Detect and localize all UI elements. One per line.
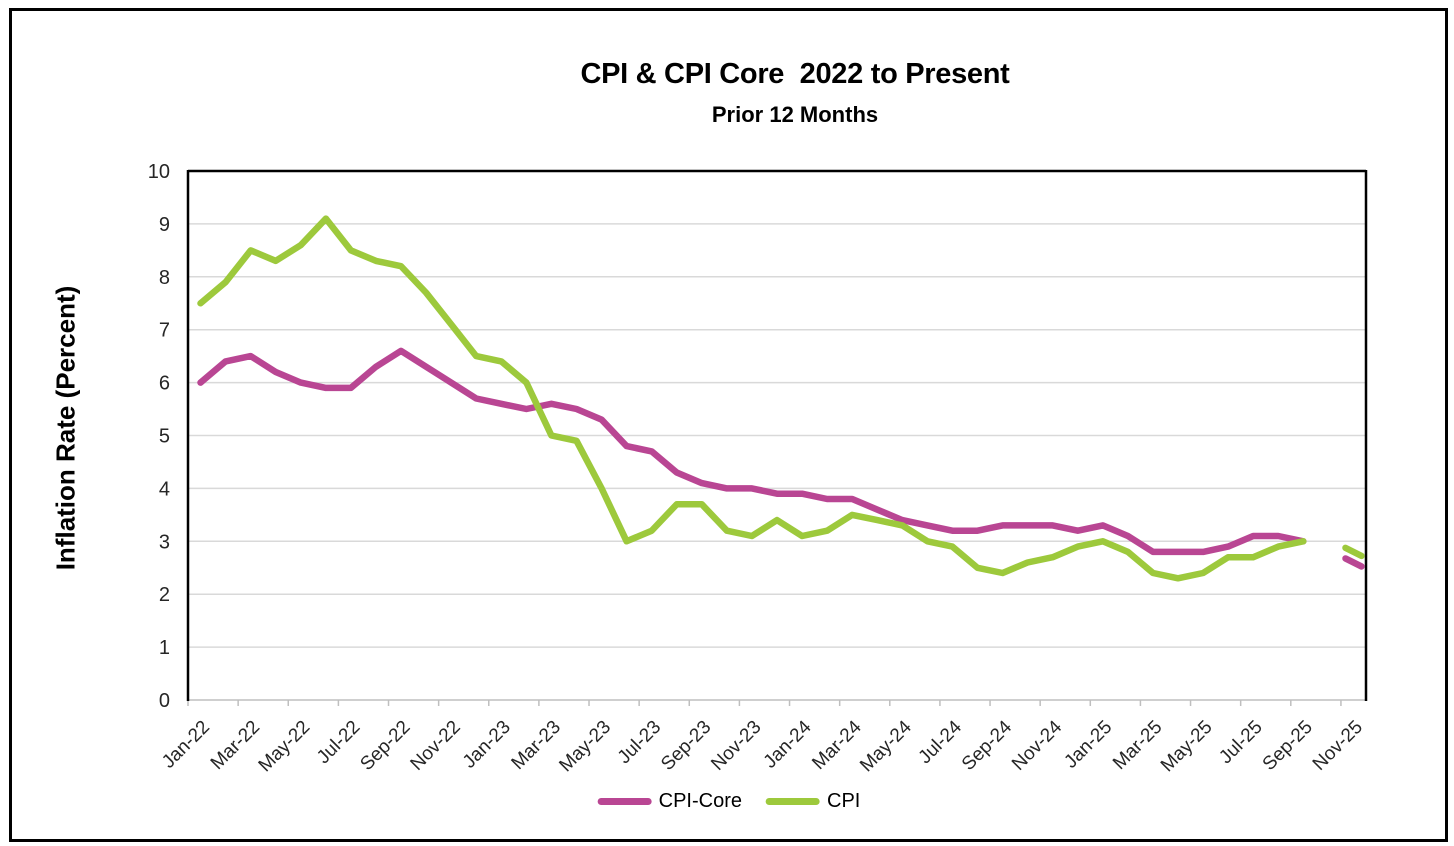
legend-item-cpi: CPI [766,790,860,813]
series-line-cpi [197,215,1307,582]
y-tick-label: 10 [148,161,170,183]
outer-border [9,8,1448,842]
x-tick-label: Mar-25 [1109,717,1166,774]
chart-title: CPI & CPI Core 2022 to Present [580,58,1010,90]
x-tick-label: May-24 [856,716,916,776]
x-tick-label: Jan-25 [1060,717,1116,773]
chart-subtitle: Prior 12 Months [711,102,879,127]
x-tick-label: Nov-24 [1008,716,1066,774]
y-tick-label: 3 [159,531,170,553]
x-tick-label: Nov-22 [407,717,465,775]
y-tick-label: 7 [159,320,170,342]
x-tick-label: May-23 [555,717,615,777]
y-tick-label: 5 [159,426,170,448]
x-tick-label: Jan-23 [459,717,515,773]
cpi-core-line-swatch-icon [597,798,652,805]
x-tick-label: Nov-23 [707,717,765,775]
x-tick-label: Mar-24 [808,716,866,774]
series-line-cpi-core [197,347,1307,556]
x-tick-label: Sep-23 [657,717,715,775]
x-tick-label: Sep-25 [1259,717,1317,775]
x-tick-label: May-22 [255,717,315,777]
y-tick-label: 6 [159,373,170,395]
y-tick-label: 8 [159,267,170,289]
legend-item-cpi-core: CPI-Core [597,790,743,813]
x-tick-label: Sep-24 [958,716,1016,774]
x-tick-label: Jan-24 [760,716,816,772]
cpi-line-swatch-icon [766,798,821,805]
series-line-cpi-core-partial-dash [1342,555,1365,570]
x-tick-label: Mar-23 [508,717,565,774]
legend-label-cpi-core: CPI-Core [658,790,743,812]
legend: CPI-Core CPI [597,790,860,813]
x-tick-label: Nov-25 [1309,717,1367,775]
y-tick-label: 4 [159,478,170,500]
x-tick-label: May-25 [1157,717,1217,777]
x-tick-label: Mar-22 [207,717,264,774]
x-tick-label: Sep-22 [356,717,414,775]
y-tick-label: 2 [159,584,170,606]
x-tick-label: Jan-22 [158,717,214,773]
y-tick-label: 1 [159,637,170,659]
legend-label-cpi: CPI [827,790,861,812]
y-tick-label: 0 [159,690,170,712]
y-tick-label: 9 [159,214,170,236]
series-line-cpi-partial-dash [1342,544,1365,560]
